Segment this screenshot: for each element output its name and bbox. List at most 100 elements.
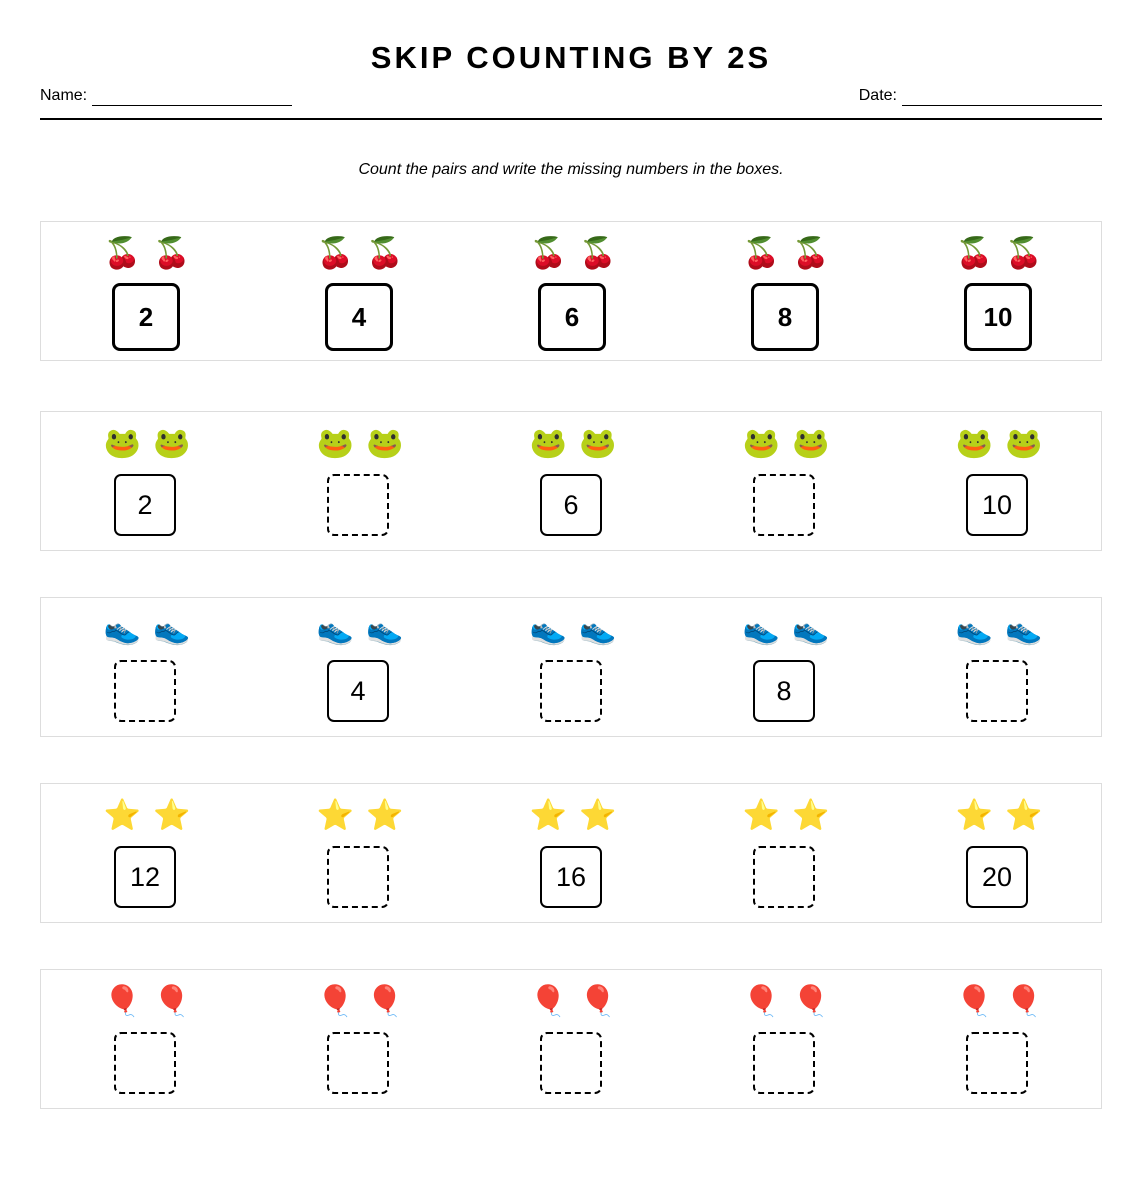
name-field[interactable]: Name: — [40, 86, 293, 106]
star-icon: ⭐ — [1005, 799, 1043, 832]
item-pair: 🐸 🐸 — [893, 426, 1105, 462]
balloon-icon: 🎈 — [579, 985, 617, 1018]
sneaker-icon: 👟 — [366, 613, 404, 646]
star-icon: ⭐ — [742, 799, 780, 832]
item-pair: 👟 👟 — [41, 612, 253, 648]
count-cell: 🐸 🐸 2 — [41, 412, 253, 550]
item-pair: ⭐ ⭐ — [680, 798, 892, 834]
frog-icon: 🐸 — [153, 427, 191, 460]
cherries-icon: 🍒 — [103, 237, 141, 270]
frog-icon: 🐸 — [366, 427, 404, 460]
name-blank-line[interactable] — [92, 91, 293, 106]
count-cell: 🐸 🐸 — [680, 412, 892, 550]
frog-icon: 🐸 — [529, 427, 567, 460]
answer-box-empty[interactable] — [114, 660, 176, 722]
count-cell: 🍒 🍒 4 — [254, 222, 466, 360]
date-label: Date: — [858, 87, 897, 104]
count-cell: 👟 👟 8 — [680, 598, 892, 736]
exercise-row: 🎈 🎈 🎈 🎈 🎈 🎈 🎈 🎈 🎈 🎈 — [40, 969, 1102, 1109]
name-label: Name: — [40, 87, 88, 104]
number-box: 8 — [751, 283, 819, 351]
frog-icon: 🐸 — [742, 427, 780, 460]
item-pair: 🐸 🐸 — [467, 426, 679, 462]
answer-box-empty[interactable] — [540, 660, 602, 722]
answer-box-empty[interactable] — [114, 1032, 176, 1094]
exercise-row: 🐸 🐸 2 🐸 🐸 🐸 🐸 6 🐸 🐸 🐸 🐸 10 — [40, 411, 1102, 551]
item-pair: 🐸 🐸 — [680, 426, 892, 462]
item-pair: 👟 👟 — [467, 612, 679, 648]
instructions: Count the pairs and write the missing nu… — [358, 161, 784, 178]
sneaker-icon: 👟 — [742, 613, 780, 646]
count-cell: ⭐ ⭐ — [680, 784, 892, 922]
item-pair: 🍒 🍒 — [41, 236, 253, 272]
item-pair: ⭐ ⭐ — [254, 798, 466, 834]
count-cell: 🐸 🐸 — [254, 412, 466, 550]
answer-box-empty[interactable] — [753, 474, 815, 536]
answer-box-empty[interactable] — [966, 1032, 1028, 1094]
count-cell: 🍒 🍒 8 — [680, 222, 892, 360]
worksheet-title: SKIP COUNTING BY 2S — [370, 40, 772, 75]
sneaker-icon: 👟 — [1005, 613, 1043, 646]
count-cell: 👟 👟 — [893, 598, 1105, 736]
number-box: 20 — [966, 846, 1028, 908]
date-blank-line[interactable] — [902, 91, 1102, 106]
balloon-icon: 🎈 — [153, 985, 191, 1018]
exercise-row: ⭐ ⭐ 12 ⭐ ⭐ ⭐ ⭐ 16 ⭐ ⭐ ⭐ ⭐ 20 — [40, 783, 1102, 923]
count-cell: 🎈 🎈 — [254, 970, 466, 1108]
star-icon: ⭐ — [579, 799, 617, 832]
item-pair: 👟 👟 — [254, 612, 466, 648]
answer-box-empty[interactable] — [540, 1032, 602, 1094]
balloon-icon: 🎈 — [103, 985, 141, 1018]
count-cell: 🎈 🎈 — [893, 970, 1105, 1108]
frog-icon: 🐸 — [579, 427, 617, 460]
answer-box-empty[interactable] — [753, 1032, 815, 1094]
sneaker-icon: 👟 — [316, 613, 354, 646]
answer-box-empty[interactable] — [327, 1032, 389, 1094]
frog-icon: 🐸 — [316, 427, 354, 460]
count-cell: 🎈 🎈 — [467, 970, 679, 1108]
number-box: 6 — [540, 474, 602, 536]
cherries-icon: 🍒 — [955, 237, 993, 270]
answer-box-empty[interactable] — [327, 474, 389, 536]
count-cell: 🍒 🍒 6 — [467, 222, 679, 360]
balloon-icon: 🎈 — [316, 985, 354, 1018]
cherries-icon: 🍒 — [529, 237, 567, 270]
number-box: 10 — [966, 474, 1028, 536]
star-icon: ⭐ — [792, 799, 830, 832]
cherries-icon: 🍒 — [579, 237, 617, 270]
date-field[interactable]: Date: — [859, 86, 1102, 106]
count-cell: 🎈 🎈 — [41, 970, 253, 1108]
exercise-row: 🍒 🍒 2 🍒 🍒 4 🍒 🍒 6 🍒 🍒 8 🍒 🍒 10 — [40, 221, 1102, 361]
balloon-icon: 🎈 — [792, 985, 830, 1018]
item-pair: 🍒 🍒 — [467, 236, 679, 272]
number-box: 4 — [327, 660, 389, 722]
item-pair: 🍒 🍒 — [893, 236, 1105, 272]
count-cell: ⭐ ⭐ 16 — [467, 784, 679, 922]
answer-box-empty[interactable] — [327, 846, 389, 908]
balloon-icon: 🎈 — [1005, 985, 1043, 1018]
sneaker-icon: 👟 — [792, 613, 830, 646]
item-pair: 🍒 🍒 — [680, 236, 892, 272]
answer-box-empty[interactable] — [753, 846, 815, 908]
header-fields: Name: Date: — [40, 86, 1102, 108]
answer-box-empty[interactable] — [966, 660, 1028, 722]
item-pair: 🐸 🐸 — [41, 426, 253, 462]
sneaker-icon: 👟 — [529, 613, 567, 646]
count-cell: ⭐ ⭐ — [254, 784, 466, 922]
item-pair: 👟 👟 — [893, 612, 1105, 648]
cherries-icon: 🍒 — [153, 237, 191, 270]
cherries-icon: 🍒 — [366, 237, 404, 270]
star-icon: ⭐ — [529, 799, 567, 832]
number-box: 10 — [964, 283, 1032, 351]
number-box: 2 — [112, 283, 180, 351]
item-pair: 👟 👟 — [680, 612, 892, 648]
count-cell: ⭐ ⭐ 20 — [893, 784, 1105, 922]
count-cell: 🐸 🐸 10 — [893, 412, 1105, 550]
star-icon: ⭐ — [955, 799, 993, 832]
item-pair: 🎈 🎈 — [254, 984, 466, 1020]
frog-icon: 🐸 — [1005, 427, 1043, 460]
star-icon: ⭐ — [153, 799, 191, 832]
frog-icon: 🐸 — [955, 427, 993, 460]
star-icon: ⭐ — [316, 799, 354, 832]
item-pair: 🐸 🐸 — [254, 426, 466, 462]
